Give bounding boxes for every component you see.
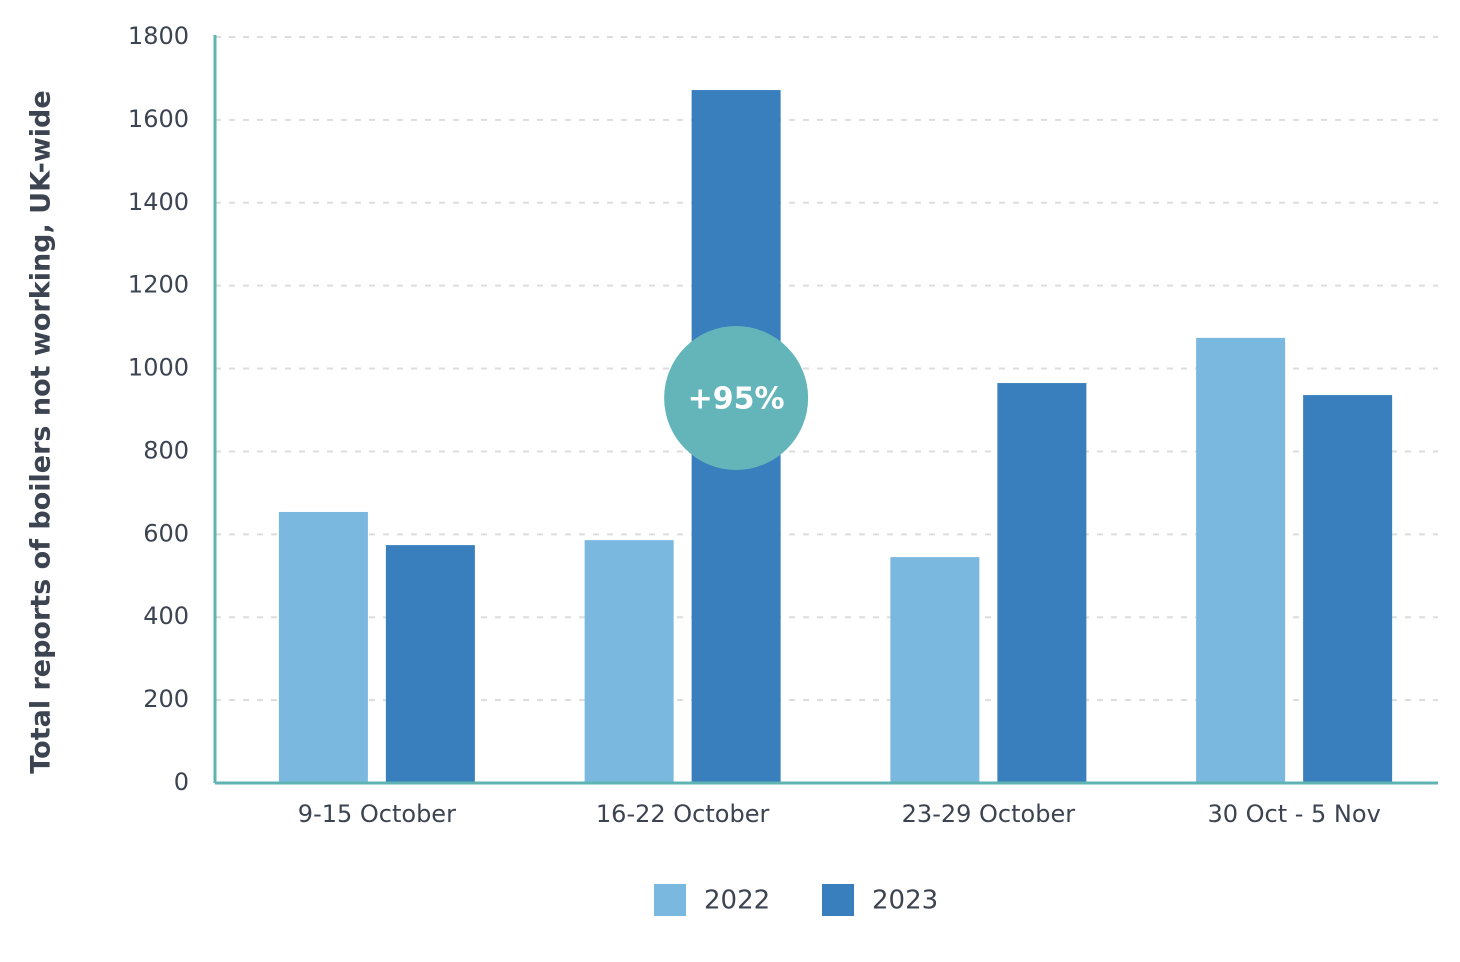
bar [385, 545, 475, 783]
legend-label: 2022 [704, 886, 770, 916]
bar [584, 540, 674, 783]
bar [997, 383, 1087, 783]
bar [278, 511, 368, 783]
bar [1303, 395, 1393, 783]
y-tick-label: 400 [143, 602, 189, 630]
x-tick-label: 9-15 October [298, 800, 456, 828]
y-tick-label: 0 [174, 768, 189, 796]
y-tick-label: 200 [143, 685, 189, 713]
bar [1196, 337, 1286, 783]
annotation: +95% [688, 382, 785, 417]
x-tick-label: 16-22 October [596, 800, 770, 828]
y-tick-label: 800 [143, 436, 189, 464]
bar [890, 557, 980, 783]
y-axis-label: Total reports of boilers not working, UK… [26, 90, 57, 773]
y-tick-label: 1600 [128, 105, 189, 133]
legend-label: 2023 [872, 886, 938, 916]
y-tick-label: 1200 [128, 271, 189, 299]
x-tick-label: 23-29 October [902, 800, 1076, 828]
legend-swatch [822, 884, 854, 916]
y-tick-label: 1800 [128, 22, 189, 50]
x-tick-label: 30 Oct - 5 Nov [1207, 800, 1380, 828]
y-tick-label: 600 [143, 519, 189, 547]
y-tick-label: 1400 [128, 188, 189, 216]
y-tick-label: 1000 [128, 354, 189, 382]
legend-swatch [654, 884, 686, 916]
annotation-bubble [664, 326, 809, 470]
